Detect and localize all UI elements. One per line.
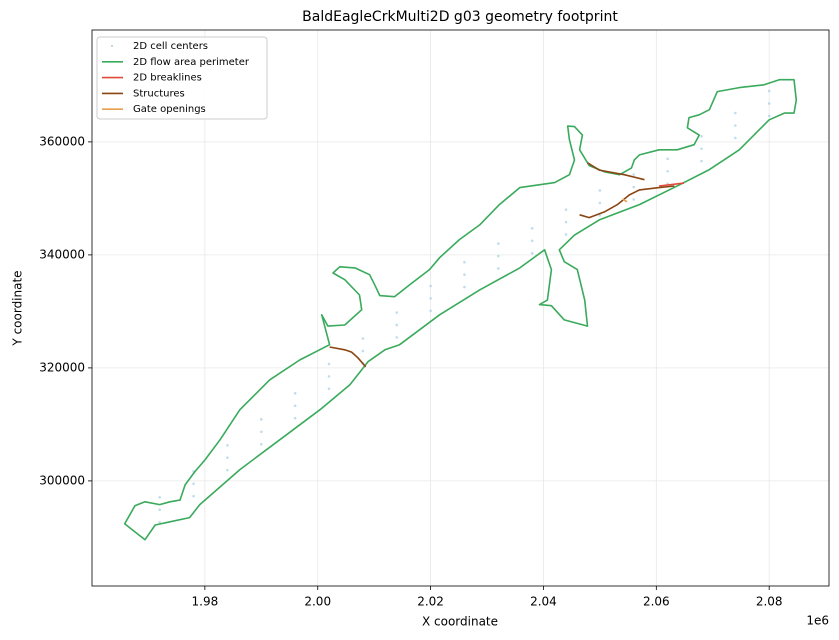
cell-center <box>734 136 737 140</box>
cell-center <box>259 418 263 421</box>
cell-center <box>497 254 500 258</box>
y-tick-label: 300000 <box>39 473 85 487</box>
x-tick-label: 2.08 <box>756 595 783 609</box>
series-line <box>622 198 628 203</box>
legend: 2D cell centers 2D flow area perimeter 2D … <box>96 36 268 120</box>
cell-center <box>327 362 331 366</box>
cell-center <box>226 456 229 460</box>
y-tick-label: 340000 <box>39 247 85 261</box>
legend-box <box>96 36 268 120</box>
cell-center <box>259 430 263 434</box>
cell-center <box>361 337 365 340</box>
cell-center <box>429 297 432 300</box>
cell-center <box>598 201 602 205</box>
chart-title: BaldEagleCrkMulti2D g03 geometry footpri… <box>302 9 618 25</box>
x-offset-label: 1e6 <box>806 614 829 628</box>
cell-center <box>767 102 771 105</box>
cell-center <box>632 185 636 189</box>
cell-center <box>564 220 568 224</box>
cell-center <box>564 208 568 211</box>
cell-center <box>192 494 195 498</box>
x-tick-label: 2.00 <box>304 595 331 609</box>
legend-swatch <box>111 45 113 47</box>
plot-area <box>123 78 798 541</box>
cell-center <box>734 124 737 127</box>
cell-center <box>429 309 432 313</box>
cell-center <box>632 173 636 176</box>
cell-center <box>158 508 162 512</box>
cell-center <box>293 416 297 420</box>
x-tick-label: 2.06 <box>643 595 670 609</box>
legend-label: 2D flow area perimeter <box>133 57 250 68</box>
cell-center <box>700 147 703 150</box>
cell-center <box>700 134 703 138</box>
x-tick-label: 1.98 <box>192 595 219 609</box>
legend-label: 2D cell centers <box>133 41 208 52</box>
x-axis-label: X coordinate <box>422 615 498 629</box>
cell-center <box>530 239 534 243</box>
cell-center <box>530 251 534 255</box>
axes-frame <box>91 29 830 587</box>
cell-center <box>395 336 399 339</box>
cell-center <box>530 227 534 230</box>
cell-center <box>293 392 297 395</box>
legend-label: 2D breaklines <box>133 73 202 84</box>
cell-center <box>327 375 331 378</box>
series-line <box>123 78 798 541</box>
cell-center <box>463 273 466 276</box>
x-tick-label: 2.04 <box>530 595 557 609</box>
cell-center <box>666 157 669 161</box>
y-tick-label: 360000 <box>39 134 85 148</box>
cell-center <box>395 323 399 327</box>
cell-center <box>192 482 195 486</box>
cell-center <box>293 404 297 408</box>
cell-center <box>429 284 432 288</box>
legend-label: Gate openings <box>133 104 206 115</box>
cell-center <box>327 387 331 391</box>
cell-center <box>463 285 466 289</box>
cell-center <box>158 495 162 499</box>
cell-center <box>259 442 263 446</box>
cell-center <box>497 242 500 245</box>
y-tick-label: 320000 <box>39 360 85 374</box>
x-tick-label: 2.02 <box>417 595 444 609</box>
cell-center <box>158 520 162 524</box>
cell-center <box>564 233 568 236</box>
cell-center <box>734 111 737 115</box>
y-axis-label: Y coordinate <box>11 270 25 346</box>
cell-center <box>666 169 669 173</box>
cell-center <box>598 189 602 192</box>
cell-center <box>361 349 365 353</box>
cell-center <box>700 159 703 163</box>
cell-center <box>767 114 771 118</box>
cell-center <box>395 311 399 314</box>
cell-center <box>226 444 229 447</box>
cell-center <box>632 198 636 201</box>
cell-center <box>463 260 466 264</box>
cell-center <box>767 89 771 93</box>
legend-label: Structures <box>133 88 185 99</box>
cell-center <box>226 468 229 472</box>
cell-center <box>497 267 500 270</box>
series-line <box>659 182 685 187</box>
